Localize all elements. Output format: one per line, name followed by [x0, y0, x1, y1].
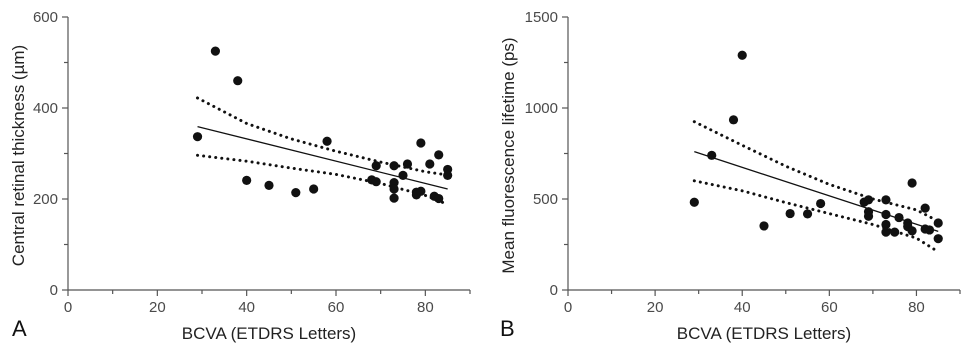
y-tick-label: 500 [533, 191, 558, 208]
data-point [759, 221, 769, 231]
data-point [210, 46, 220, 56]
data-point [389, 178, 399, 188]
y-axis-title: Central retinal thickness (µm) [9, 45, 28, 266]
data-point [707, 150, 717, 160]
data-point [416, 186, 426, 196]
data-point [802, 209, 813, 219]
y-tick-label: 200 [33, 191, 58, 208]
ci-upper-band [196, 96, 445, 176]
data-point [881, 195, 891, 205]
x-tick-label: 60 [821, 299, 838, 316]
y-tick-label: 1500 [525, 9, 558, 26]
panel-label: A [12, 316, 27, 341]
data-point [434, 193, 444, 204]
x-tick-label: 20 [647, 299, 664, 316]
data-point [881, 227, 891, 237]
data-point [785, 208, 795, 219]
x-axis-title: BCVA (ETDRS Letters) [182, 324, 356, 343]
chart-panel-a: 0 20 40 60 80 0 200 400 600 BCVA (ETDRS Letters) C… [9, 9, 471, 343]
data-point [242, 175, 252, 185]
chart-panel-b: 0 20 40 60 80 0 500 1000 1500 BCVA (ETDRS Letters… [499, 9, 961, 343]
x-tick-label: 40 [238, 299, 255, 316]
data-point [291, 188, 301, 198]
data-point [907, 226, 917, 236]
ci-lower-band [196, 153, 445, 205]
data-point [371, 177, 381, 187]
data-point [416, 138, 426, 148]
data-point [933, 234, 943, 244]
data-point [389, 184, 399, 194]
x-tick-label: 20 [149, 299, 166, 316]
data-point [371, 161, 381, 171]
y-tick-label: 0 [550, 282, 558, 299]
x-tick-label: 80 [417, 299, 434, 316]
data-point [425, 159, 435, 169]
data-point [233, 76, 243, 86]
y-tick-label: 600 [33, 9, 58, 26]
data-point [933, 218, 943, 228]
data-point [434, 150, 444, 160]
data-point [264, 180, 274, 190]
data-point [920, 203, 930, 213]
data-point [890, 227, 900, 237]
data-point [728, 115, 739, 125]
data-point [816, 198, 826, 209]
data-point [881, 219, 891, 230]
data-point [402, 159, 413, 169]
x-tick-label: 0 [564, 299, 572, 316]
data-point [907, 178, 917, 188]
ci-upper-band [692, 120, 936, 221]
x-tick-label: 40 [734, 299, 751, 316]
panel-label: B [500, 316, 515, 341]
data-point [863, 211, 874, 221]
y-tick-label: 1000 [525, 100, 558, 117]
ci-lower-band [692, 179, 936, 251]
data-point [389, 161, 399, 171]
data-point [737, 50, 747, 60]
data-point [924, 225, 935, 235]
x-tick-label: 60 [328, 299, 345, 316]
data-point [309, 184, 319, 194]
regression-line [197, 126, 448, 190]
data-point [881, 209, 891, 220]
data-point [398, 170, 408, 180]
data-point [443, 170, 453, 180]
y-axis-title: Mean fluorescence lifetime (ps) [499, 37, 518, 273]
data-point [689, 197, 699, 207]
y-tick-label: 400 [33, 100, 58, 117]
data-point [894, 212, 904, 223]
data-point [863, 195, 874, 205]
x-tick-label: 0 [64, 299, 72, 316]
data-point [389, 193, 399, 203]
x-axis-title: BCVA (ETDRS Letters) [677, 324, 851, 343]
y-tick-label: 0 [50, 282, 58, 299]
data-point [192, 132, 203, 142]
data-point [322, 136, 332, 146]
x-tick-label: 80 [908, 299, 925, 316]
